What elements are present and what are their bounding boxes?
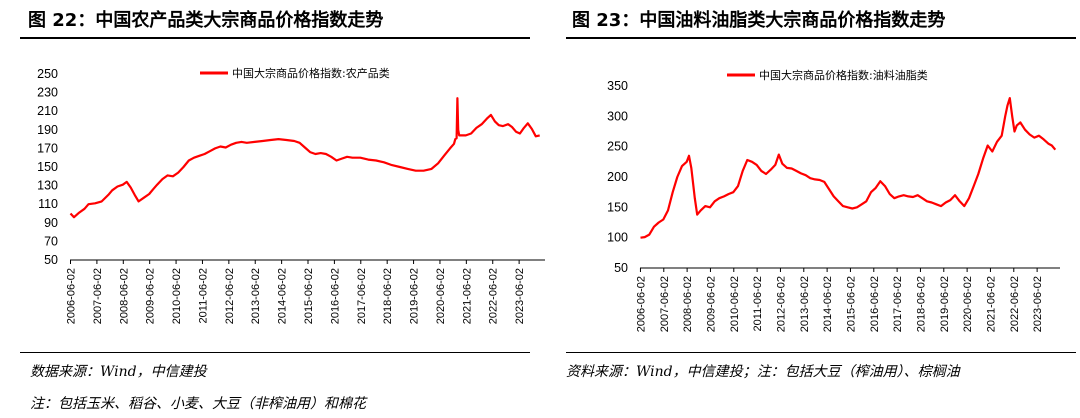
left-x-tick-label: 2006-06-02 xyxy=(66,268,78,324)
left-y-tick-label: 130 xyxy=(37,179,58,193)
right-y-tick-label: 50 xyxy=(614,261,628,275)
right-legend-label: 中国大宗商品价格指数:油料油脂类 xyxy=(759,68,928,82)
right-y-tick-label: 200 xyxy=(607,170,628,184)
left-x-tick-label: 2012-06-02 xyxy=(224,268,236,324)
left-x-tick-label: 2014-06-02 xyxy=(277,268,289,324)
right-y-tick-label: 350 xyxy=(607,79,628,93)
right-y-tick-label: 100 xyxy=(607,231,628,245)
left-y-tick-label: 150 xyxy=(37,160,58,174)
left-y-tick-label: 190 xyxy=(37,123,58,137)
right-figure-title: 图 23：中国油料油脂类大宗商品价格指数走势 xyxy=(572,10,946,31)
left-x-tick-label: 2020-06-02 xyxy=(435,268,447,324)
right-x-tick-label: 2010-06-02 xyxy=(729,276,741,332)
left-x-tick-label: 2007-06-02 xyxy=(92,268,104,324)
left-y-tick-label: 110 xyxy=(38,197,58,211)
right-x-tick-label: 2014-06-02 xyxy=(822,276,834,332)
right-x-tick-label: 2007-06-02 xyxy=(659,276,671,332)
left-source-note: 数据来源：Wind，中信建投 xyxy=(30,364,207,380)
right-x-tick-label: 2016-06-02 xyxy=(869,276,881,332)
right-y-tick-label: 150 xyxy=(607,200,628,214)
left-x-tick-label: 2022-06-02 xyxy=(488,268,500,324)
right-y-tick-label: 300 xyxy=(607,109,628,123)
left-x-tick-label: 2018-06-02 xyxy=(382,268,394,324)
right-x-tick-label: 2008-06-02 xyxy=(682,276,694,332)
left-line-chart: 中国大宗商品价格指数:农产品类 50 70 90 110 130 150 170 190 210 2… xyxy=(37,66,545,324)
left-y-tick-label: 230 xyxy=(37,86,58,100)
left-footnote: 注：包括玉米、稻谷、小麦、大豆（非榨油用）和棉花 xyxy=(30,396,366,412)
right-x-tick-label: 2020-06-02 xyxy=(962,276,974,332)
left-series-line xyxy=(69,97,540,219)
right-x-tick-label: 2022-06-02 xyxy=(1009,276,1021,332)
left-x-tick-label: 2009-06-02 xyxy=(145,268,157,324)
left-figure-title: 图 22：中国农产品类大宗商品价格指数走势 xyxy=(28,10,384,31)
right-x-tick-label: 2006-06-02 xyxy=(635,276,647,332)
left-x-tick-label: 2011-06-02 xyxy=(197,268,209,323)
right-x-tick-label: 2018-06-02 xyxy=(915,276,927,332)
left-bottom-rule xyxy=(20,352,530,353)
right-line-chart: 中国大宗商品价格指数:油料油脂类 50 100 150 200 250 300 350 2006… xyxy=(607,68,1060,332)
right-y-tick-label: 250 xyxy=(607,140,628,154)
left-x-tick-label: 2021-06-02 xyxy=(461,268,473,324)
right-x-tick-label: 2023-06-02 xyxy=(1032,276,1044,332)
left-title-rule xyxy=(20,37,530,39)
left-x-tick-label: 2008-06-02 xyxy=(118,268,130,324)
left-y-tick-label: 70 xyxy=(44,234,58,248)
left-x-tick-label: 2010-06-02 xyxy=(171,268,183,324)
left-legend-label: 中国大宗商品价格指数:农产品类 xyxy=(232,66,390,80)
right-source-note: 资料来源：Wind，中信建投；注：包括大豆（榨油用）、棕榈油 xyxy=(566,364,960,380)
left-y-tick-label: 250 xyxy=(37,67,58,81)
left-y-tick-label: 90 xyxy=(44,216,58,230)
left-y-tick-label: 50 xyxy=(44,253,58,267)
right-x-tick-label: 2013-06-02 xyxy=(799,276,811,332)
right-x-tick-label: 2017-06-02 xyxy=(892,276,904,332)
right-x-tick-label: 2019-06-02 xyxy=(939,276,951,332)
left-x-tick-label: 2015-06-02 xyxy=(303,268,315,324)
right-title-rule xyxy=(566,37,1076,39)
left-x-tick-label: 2016-06-02 xyxy=(329,268,341,324)
right-x-tick-label: 2015-06-02 xyxy=(845,276,857,332)
right-series-line xyxy=(640,97,1057,239)
right-x-tick-label: 2011-06-02 xyxy=(752,276,764,331)
right-x-tick-label: 2009-06-02 xyxy=(705,276,717,332)
left-y-tick-label: 210 xyxy=(37,104,58,118)
right-x-tick-label: 2012-06-02 xyxy=(775,276,787,332)
right-x-tick-label: 2021-06-02 xyxy=(985,276,997,332)
left-x-tick-label: 2023-06-02 xyxy=(514,268,526,324)
left-x-tick-label: 2019-06-02 xyxy=(409,268,421,324)
left-x-tick-label: 2013-06-02 xyxy=(250,268,262,324)
left-y-tick-label: 170 xyxy=(37,141,58,155)
left-x-tick-label: 2017-06-02 xyxy=(356,268,368,324)
right-bottom-rule xyxy=(566,352,1076,353)
